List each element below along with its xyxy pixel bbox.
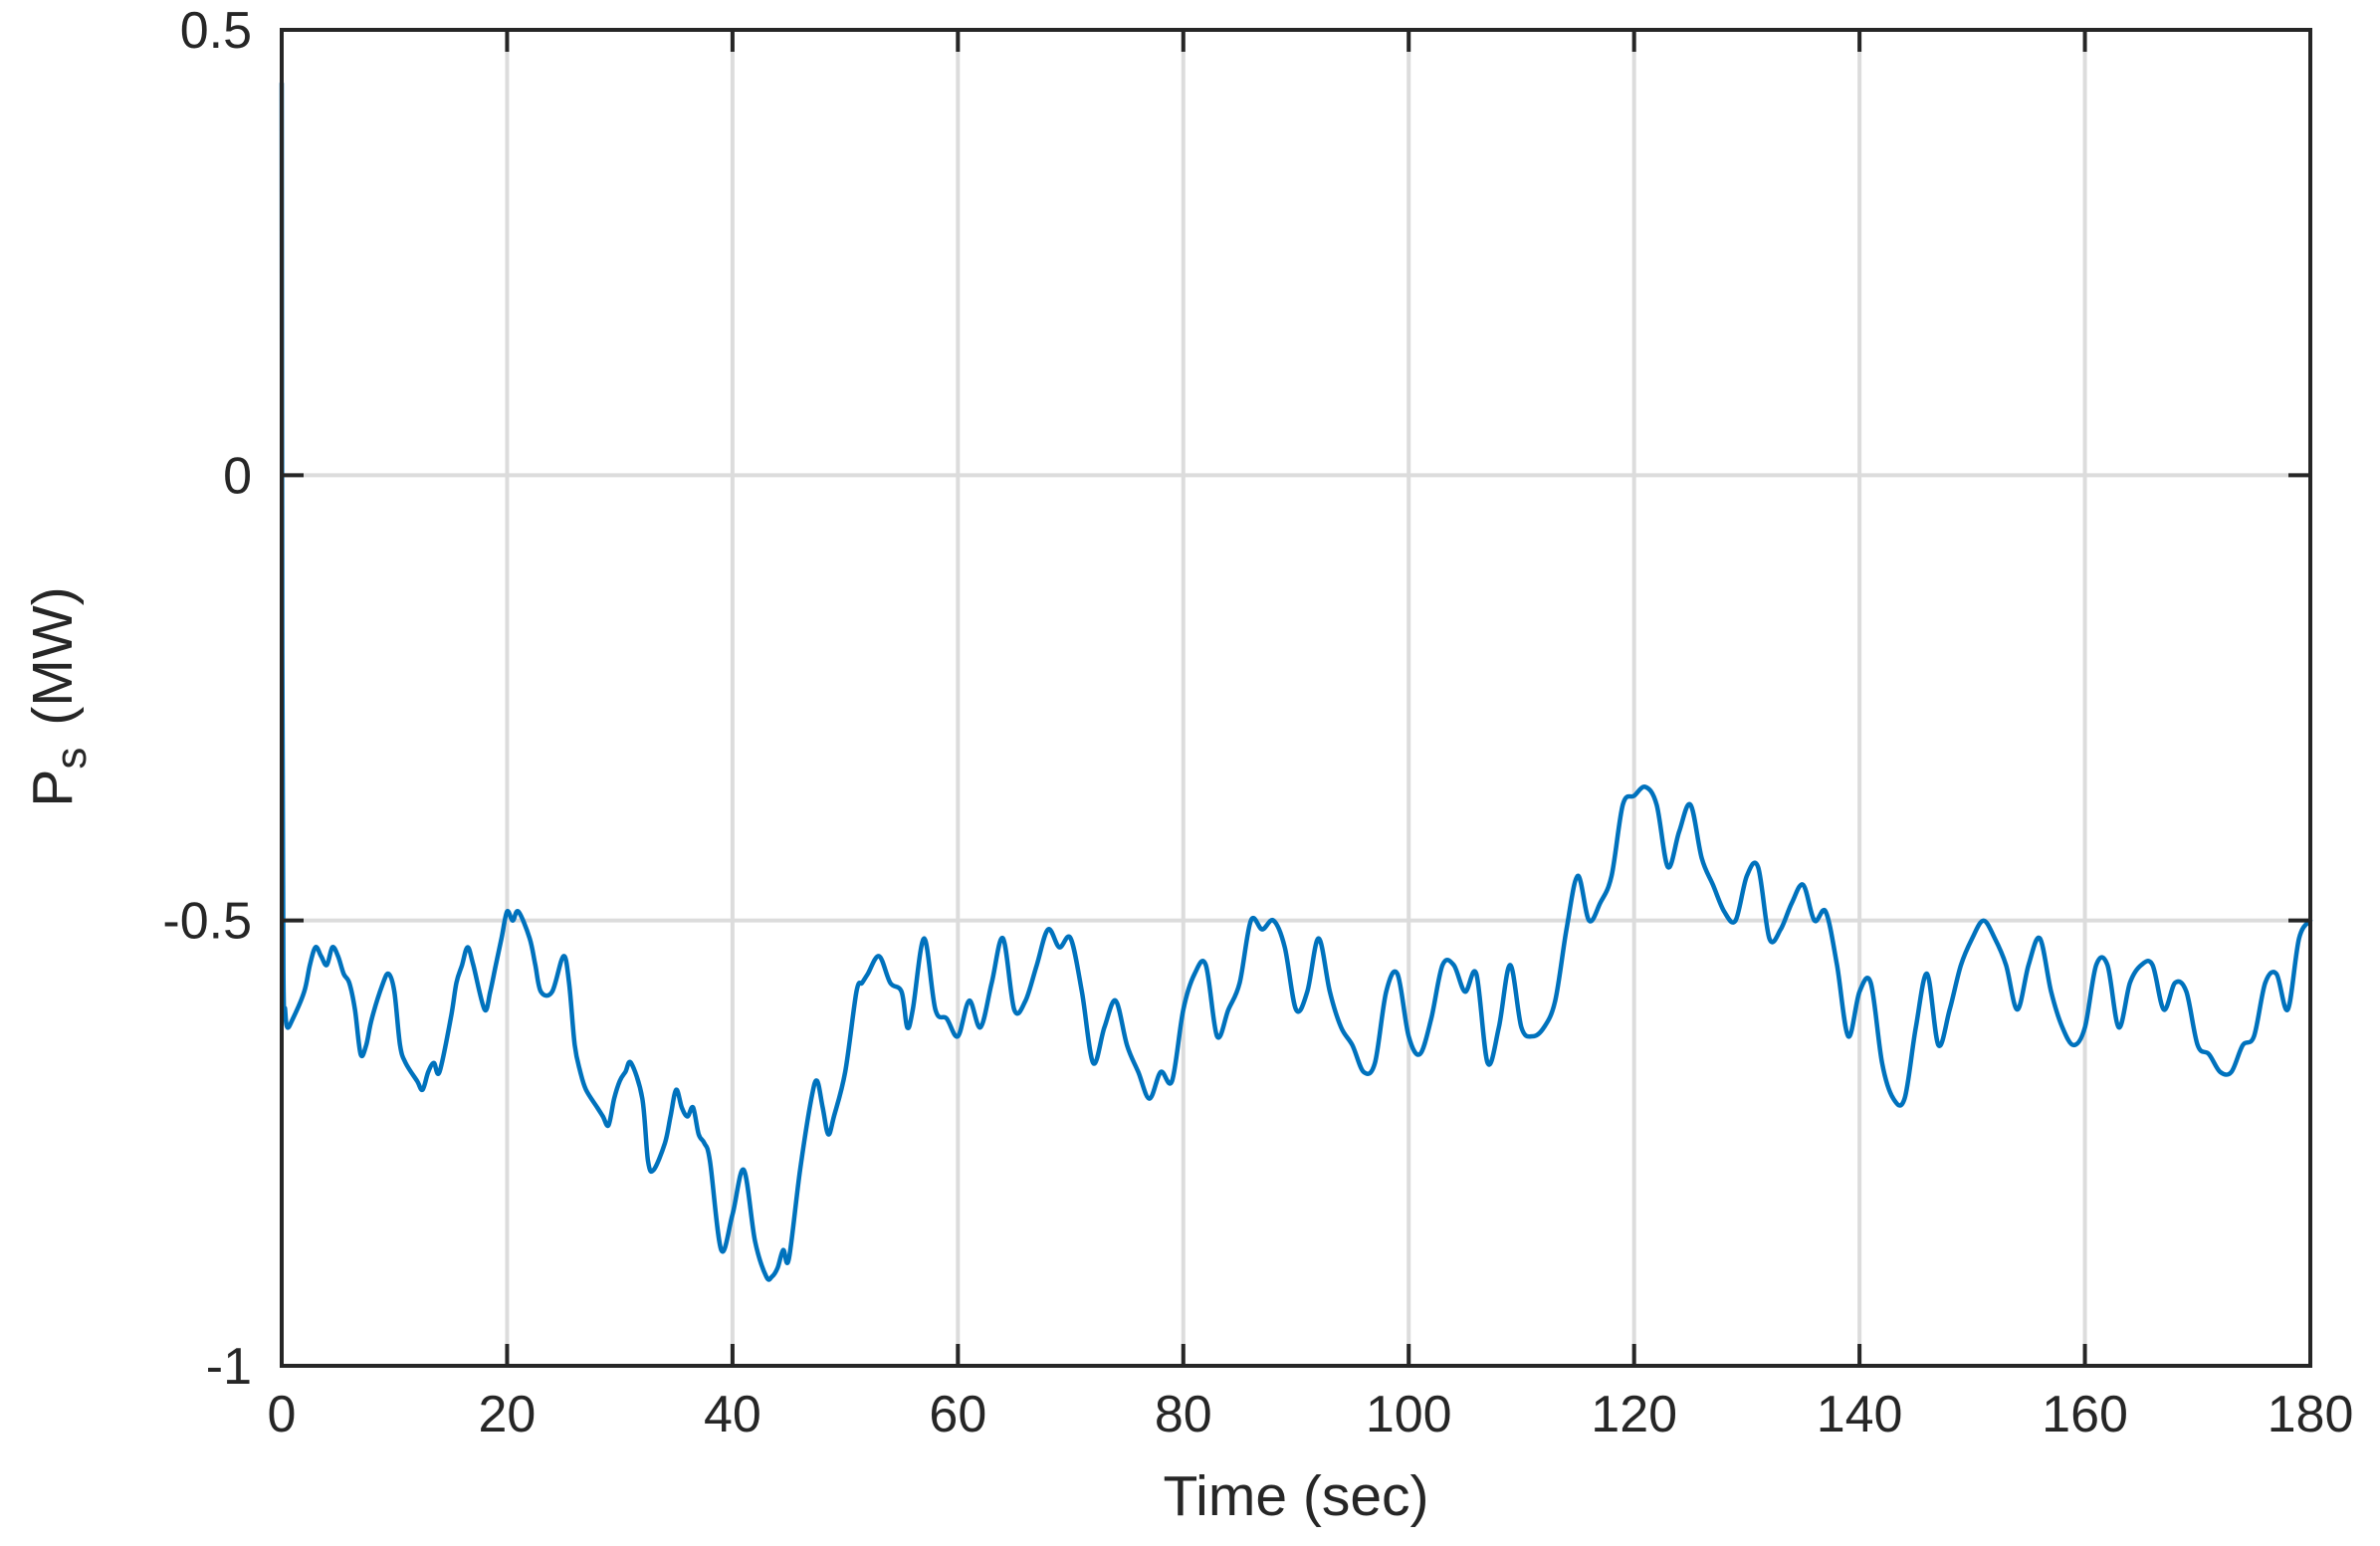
plot-area bbox=[282, 30, 2310, 1366]
x-tick-labels: 0 20 40 60 80 100 120 140 160 180 bbox=[268, 1386, 2354, 1443]
x-tick-label: 100 bbox=[1366, 1386, 1452, 1443]
x-tick-label: 0 bbox=[268, 1386, 297, 1443]
y-tick-label: 0 bbox=[223, 447, 252, 505]
series-line bbox=[279, 81, 2313, 1282]
x-tick-label: 80 bbox=[1155, 1386, 1212, 1443]
y-tick-labels: -1 -0.5 0 0.5 bbox=[162, 2, 252, 1396]
y-tick-label: 0.5 bbox=[180, 2, 252, 60]
x-tick-label: 140 bbox=[1817, 1386, 1903, 1443]
y-axis-label: Ps (MW) bbox=[21, 586, 96, 806]
y-tick-label: -1 bbox=[206, 1338, 252, 1396]
x-tick-label: 160 bbox=[2042, 1386, 2128, 1443]
x-tick-label: 120 bbox=[1591, 1386, 1677, 1443]
x-tick-label: 60 bbox=[929, 1386, 986, 1443]
y-axis-label-unit: (MW) bbox=[21, 586, 85, 725]
x-axis-label: Time (sec) bbox=[1163, 1464, 1428, 1528]
y-axis-label-main: P bbox=[21, 770, 85, 807]
axes-box bbox=[280, 28, 2312, 1368]
tick-marks bbox=[280, 28, 2312, 1368]
series-layer bbox=[279, 81, 2313, 1282]
x-tick-label: 20 bbox=[479, 1386, 537, 1443]
x-tick-label: 40 bbox=[704, 1386, 761, 1443]
y-axis-label-subscript: s bbox=[47, 748, 96, 770]
y-tick-label: -0.5 bbox=[162, 893, 252, 951]
x-tick-label: 180 bbox=[2268, 1386, 2354, 1443]
